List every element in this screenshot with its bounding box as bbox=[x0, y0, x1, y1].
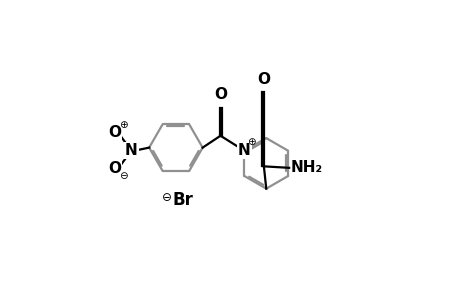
Text: ⊕: ⊕ bbox=[119, 120, 128, 130]
Text: ⊖: ⊖ bbox=[119, 171, 128, 181]
Text: O: O bbox=[108, 125, 121, 140]
Text: NH₂: NH₂ bbox=[290, 160, 322, 175]
Text: N: N bbox=[237, 143, 250, 158]
Text: O: O bbox=[108, 161, 121, 176]
Text: O: O bbox=[257, 72, 270, 87]
Text: Br: Br bbox=[173, 191, 193, 209]
Text: N: N bbox=[125, 143, 137, 158]
Text: ⊕: ⊕ bbox=[247, 137, 256, 147]
Text: ⊖: ⊖ bbox=[162, 191, 172, 204]
Text: O: O bbox=[213, 87, 226, 102]
